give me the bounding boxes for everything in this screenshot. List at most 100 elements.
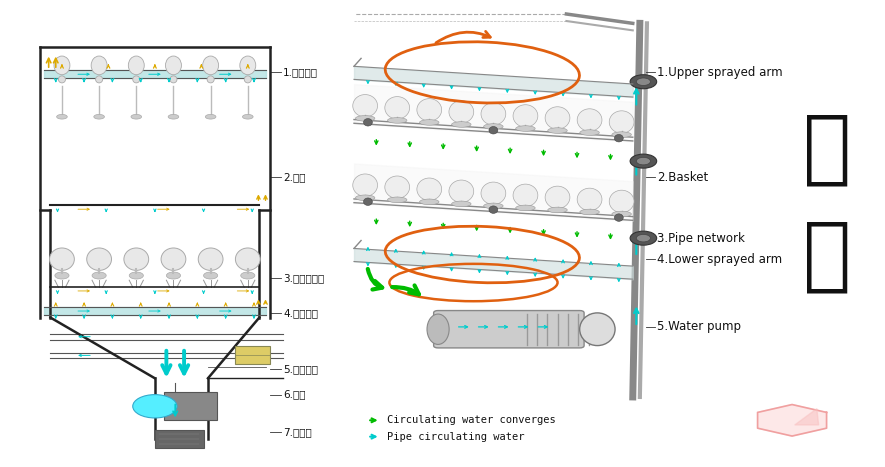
Ellipse shape bbox=[419, 199, 439, 205]
Ellipse shape bbox=[417, 99, 442, 121]
Text: 2.Basket: 2.Basket bbox=[657, 171, 708, 184]
Ellipse shape bbox=[58, 76, 65, 83]
Ellipse shape bbox=[129, 272, 143, 279]
Ellipse shape bbox=[483, 124, 503, 129]
Ellipse shape bbox=[516, 205, 535, 211]
Ellipse shape bbox=[580, 209, 599, 215]
Ellipse shape bbox=[57, 114, 67, 119]
Ellipse shape bbox=[451, 201, 471, 207]
Text: Circulating water converges: Circulating water converges bbox=[387, 415, 556, 425]
Ellipse shape bbox=[55, 272, 69, 279]
Ellipse shape bbox=[242, 114, 253, 119]
Text: 2.喀杆: 2.喀杆 bbox=[283, 172, 305, 183]
Ellipse shape bbox=[244, 76, 251, 83]
Text: 1.Upper sprayed arm: 1.Upper sprayed arm bbox=[657, 66, 782, 79]
Ellipse shape bbox=[356, 195, 375, 201]
Ellipse shape bbox=[203, 56, 219, 75]
Ellipse shape bbox=[612, 211, 631, 217]
Ellipse shape bbox=[96, 76, 103, 83]
Ellipse shape bbox=[364, 198, 373, 205]
Ellipse shape bbox=[240, 56, 256, 75]
Ellipse shape bbox=[580, 130, 599, 135]
Circle shape bbox=[630, 75, 657, 89]
FancyBboxPatch shape bbox=[434, 311, 584, 348]
Ellipse shape bbox=[131, 114, 142, 119]
Ellipse shape bbox=[128, 56, 144, 75]
Text: 理: 理 bbox=[804, 218, 851, 296]
Text: 3.Pipe network: 3.Pipe network bbox=[657, 232, 744, 245]
Ellipse shape bbox=[513, 105, 538, 127]
Ellipse shape bbox=[166, 272, 181, 279]
Ellipse shape bbox=[364, 119, 373, 126]
Circle shape bbox=[630, 154, 657, 168]
Ellipse shape bbox=[548, 128, 567, 134]
Ellipse shape bbox=[577, 188, 602, 211]
Ellipse shape bbox=[161, 248, 186, 270]
Ellipse shape bbox=[241, 272, 255, 279]
Ellipse shape bbox=[54, 56, 70, 75]
Ellipse shape bbox=[94, 114, 104, 119]
FancyBboxPatch shape bbox=[164, 392, 217, 420]
Ellipse shape bbox=[205, 114, 216, 119]
Ellipse shape bbox=[356, 116, 375, 121]
Text: 4.Lower sprayed arm: 4.Lower sprayed arm bbox=[657, 253, 781, 266]
Text: 5.Water pump: 5.Water pump bbox=[657, 320, 741, 333]
Ellipse shape bbox=[577, 109, 602, 131]
Ellipse shape bbox=[353, 95, 378, 117]
Text: 6.水泵: 6.水泵 bbox=[283, 389, 305, 400]
Ellipse shape bbox=[481, 103, 506, 125]
Ellipse shape bbox=[124, 248, 149, 270]
Ellipse shape bbox=[545, 186, 570, 209]
Polygon shape bbox=[795, 409, 819, 425]
Text: 原: 原 bbox=[804, 110, 851, 189]
Circle shape bbox=[630, 231, 657, 245]
Ellipse shape bbox=[545, 107, 570, 129]
Ellipse shape bbox=[91, 56, 107, 75]
Ellipse shape bbox=[133, 76, 140, 83]
Text: 1.上喀淋管: 1.上喀淋管 bbox=[283, 67, 319, 78]
Ellipse shape bbox=[50, 248, 74, 270]
Polygon shape bbox=[758, 404, 827, 436]
Ellipse shape bbox=[609, 111, 634, 133]
Text: 5.干燥風機: 5.干燥風機 bbox=[283, 364, 319, 374]
Ellipse shape bbox=[449, 180, 473, 203]
Ellipse shape bbox=[481, 182, 506, 205]
Circle shape bbox=[133, 395, 177, 418]
Ellipse shape bbox=[235, 248, 260, 270]
Ellipse shape bbox=[483, 203, 503, 209]
Ellipse shape bbox=[609, 190, 634, 212]
Ellipse shape bbox=[451, 122, 471, 127]
Text: Pipe circulating water: Pipe circulating water bbox=[387, 432, 524, 442]
Ellipse shape bbox=[207, 76, 214, 83]
Ellipse shape bbox=[385, 176, 410, 198]
Circle shape bbox=[636, 234, 650, 242]
Ellipse shape bbox=[385, 97, 410, 119]
Ellipse shape bbox=[489, 127, 497, 134]
Ellipse shape bbox=[419, 120, 439, 125]
Circle shape bbox=[636, 157, 650, 165]
Ellipse shape bbox=[417, 178, 442, 200]
Ellipse shape bbox=[353, 174, 378, 197]
Ellipse shape bbox=[165, 56, 181, 75]
Ellipse shape bbox=[513, 184, 538, 206]
Ellipse shape bbox=[516, 126, 535, 131]
Ellipse shape bbox=[388, 197, 407, 203]
FancyBboxPatch shape bbox=[155, 430, 204, 448]
Ellipse shape bbox=[168, 114, 179, 119]
Ellipse shape bbox=[198, 248, 223, 270]
Ellipse shape bbox=[204, 272, 218, 279]
Ellipse shape bbox=[548, 207, 567, 213]
Ellipse shape bbox=[87, 248, 112, 270]
Ellipse shape bbox=[580, 313, 615, 346]
Circle shape bbox=[636, 78, 650, 85]
Ellipse shape bbox=[388, 118, 407, 123]
Ellipse shape bbox=[614, 214, 623, 221]
Text: 4.下喀淋管: 4.下喀淋管 bbox=[283, 308, 319, 318]
Ellipse shape bbox=[170, 76, 177, 83]
Ellipse shape bbox=[427, 314, 449, 345]
Ellipse shape bbox=[612, 132, 631, 137]
FancyBboxPatch shape bbox=[235, 346, 270, 364]
Ellipse shape bbox=[449, 101, 473, 123]
Text: 7.變頻器: 7.變頻器 bbox=[283, 427, 312, 437]
Ellipse shape bbox=[489, 206, 497, 213]
